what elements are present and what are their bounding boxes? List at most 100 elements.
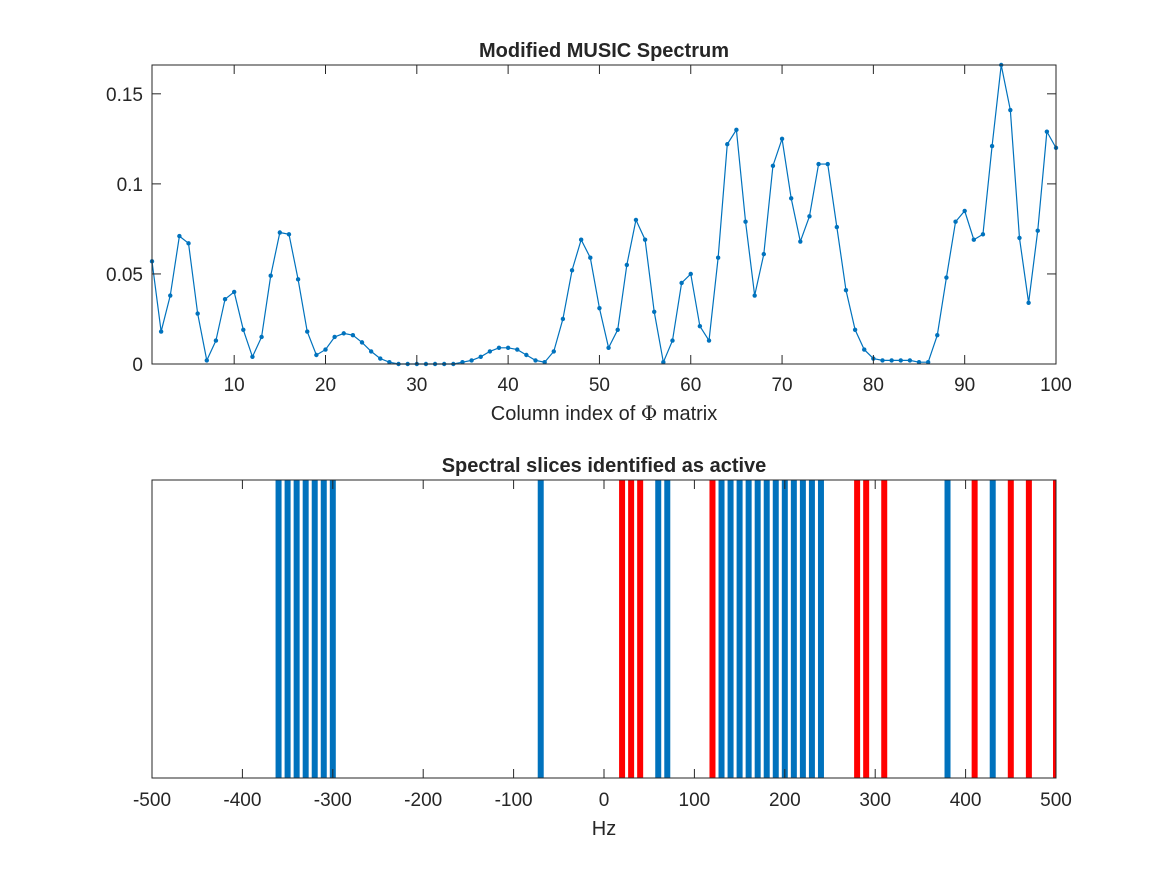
spectrum-point xyxy=(734,127,739,133)
active-slice-bar xyxy=(881,480,888,778)
active-slice-bar xyxy=(664,480,671,778)
y-tick-label: 0.15 xyxy=(106,85,143,106)
spectrum-point xyxy=(1017,235,1022,241)
x-tick-label: 10 xyxy=(224,375,245,396)
x-tick-label: 60 xyxy=(680,375,701,396)
active-slice-bar xyxy=(320,480,327,778)
active-slice-bar xyxy=(275,480,282,778)
spectrum-point xyxy=(642,237,648,242)
spectrum-point xyxy=(615,327,620,332)
spectrum-point xyxy=(697,323,703,329)
active-slice-bar xyxy=(1053,480,1056,778)
spectrum-point xyxy=(524,352,529,358)
spectrum-point xyxy=(487,349,493,354)
spectrum-point xyxy=(980,232,986,237)
spectrum-point xyxy=(889,358,894,363)
spectrum-point xyxy=(706,338,712,343)
music-spectrum-axis-box xyxy=(151,64,1057,365)
spectrum-point xyxy=(798,239,803,244)
x-tick-label: 0 xyxy=(599,790,610,811)
spectrum-point xyxy=(578,237,584,242)
active-slice-bar xyxy=(628,480,635,778)
spectrum-point xyxy=(1026,300,1031,305)
active-slice-bar xyxy=(808,480,815,778)
music-spectrum-y-ticks: 0 0.05 0.1 0.15 xyxy=(106,85,1056,376)
music-spectrum-x-axis-label: Column index of Φ matrix xyxy=(491,401,717,425)
x-axis-label-suffix: matrix xyxy=(657,403,717,425)
spectrum-point xyxy=(350,332,356,338)
music-spectrum-markers xyxy=(149,62,1059,367)
active-slice-bar xyxy=(302,480,309,778)
spectrum-line xyxy=(151,64,1057,365)
music-spectrum-x-ticks: 10 20 30 40 50 60 70 80 90 100 xyxy=(224,65,1072,396)
spectrum-point xyxy=(743,219,748,224)
spectrum-point xyxy=(652,309,657,314)
x-tick-label: -400 xyxy=(223,790,261,811)
x-tick-label: 30 xyxy=(406,375,427,396)
x-tick-label: 20 xyxy=(315,375,336,396)
music-spectrum-title: Modified MUSIC Spectrum xyxy=(479,40,729,62)
spectrum-point xyxy=(323,347,328,352)
spectrum-point xyxy=(515,347,520,352)
spectrum-point xyxy=(368,349,374,354)
active-slice-bar xyxy=(284,480,291,778)
active-slice-bar xyxy=(754,480,761,778)
spectrum-point xyxy=(158,329,164,334)
spectrum-point xyxy=(761,251,766,257)
spectrum-point xyxy=(880,358,885,363)
x-tick-label: -200 xyxy=(404,790,442,811)
x-tick-label: -100 xyxy=(495,790,533,811)
spectrum-point xyxy=(661,359,666,365)
spectrum-point xyxy=(624,262,630,268)
x-tick-label: 40 xyxy=(498,375,519,396)
active-slices-x-axis-label: Hz xyxy=(592,818,616,840)
spectrum-point xyxy=(250,354,255,359)
spectrum-point xyxy=(788,196,794,201)
active-slice-bar xyxy=(772,480,779,778)
spectrum-point xyxy=(725,142,730,147)
active-slice-bar xyxy=(718,480,725,778)
spectrum-point xyxy=(259,334,264,340)
spectrum-point xyxy=(715,255,721,260)
spectrum-point xyxy=(186,241,191,246)
spectrum-point xyxy=(268,273,273,278)
spectrum-point xyxy=(551,349,556,354)
spectrum-point xyxy=(588,255,593,260)
spectrum-point xyxy=(770,163,776,169)
active-slice-bar xyxy=(329,480,336,778)
active-slice-bar xyxy=(763,480,770,778)
active-slice-bar xyxy=(944,480,951,778)
active-slice-bar xyxy=(637,480,644,778)
spectrum-point xyxy=(834,224,840,230)
spectrum-point xyxy=(971,237,977,242)
spectrum-point xyxy=(213,338,219,343)
spectrum-point xyxy=(378,356,383,361)
spectrum-point xyxy=(916,359,922,365)
spectrum-point xyxy=(231,289,237,295)
spectrum-point xyxy=(633,217,639,223)
x-tick-label: 400 xyxy=(950,790,982,811)
spectrum-point xyxy=(277,230,283,235)
y-tick-label: 0.1 xyxy=(117,175,143,196)
spectrum-point xyxy=(305,329,310,334)
active-slice-bar xyxy=(745,480,752,778)
spectrum-point xyxy=(359,340,365,345)
spectrum-point xyxy=(177,233,182,239)
spectrum-point xyxy=(222,296,228,302)
active-slice-bar xyxy=(727,480,734,778)
spectrum-point xyxy=(460,359,465,365)
x-tick-label: 500 xyxy=(1040,790,1072,811)
spectrum-point xyxy=(295,277,301,282)
active-slice-bar xyxy=(311,480,318,778)
active-slices-bars xyxy=(275,480,1056,778)
spectrum-point xyxy=(670,338,675,343)
active-slice-bar xyxy=(854,480,861,778)
spectrum-point xyxy=(314,352,319,358)
spectrum-point xyxy=(679,280,684,286)
active-slice-bar xyxy=(989,480,996,778)
spectrum-point xyxy=(195,311,200,316)
spectrum-point xyxy=(953,219,958,224)
spectrum-point xyxy=(944,275,949,280)
active-slice-bar xyxy=(709,480,716,778)
